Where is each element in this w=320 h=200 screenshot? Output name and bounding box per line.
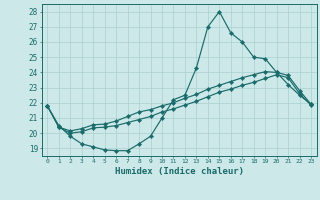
X-axis label: Humidex (Indice chaleur): Humidex (Indice chaleur) xyxy=(115,167,244,176)
